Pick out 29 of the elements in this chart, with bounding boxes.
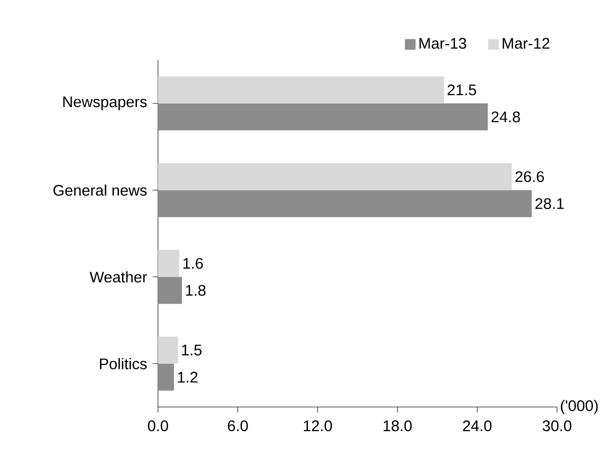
bar (158, 364, 174, 391)
x-axis-title: ('000) (560, 400, 598, 414)
y-tick-label: Weather (90, 271, 148, 283)
bar (158, 163, 512, 190)
bar (158, 250, 180, 277)
x-tick-label: 6.0 (228, 420, 248, 432)
x-tick-label: 0.0 (148, 420, 168, 432)
data-label: 21.5 (448, 84, 476, 96)
data-label: 1.8 (186, 284, 206, 296)
y-tick-label: General news (53, 184, 147, 196)
x-tick-label: 12.0 (304, 420, 332, 432)
bar (158, 76, 444, 104)
bar (158, 190, 532, 218)
data-label: 26.6 (515, 171, 544, 182)
y-tick-label: Politics (100, 358, 147, 370)
x-tick-label: 24.0 (463, 420, 492, 432)
data-label: 28.1 (535, 198, 564, 210)
legend-label: Mar-13 (420, 38, 466, 49)
bar (158, 336, 178, 364)
y-tick-label: Newspapers (63, 96, 147, 110)
legend-label: Mar-12 (502, 38, 550, 49)
data-label: 1.6 (183, 258, 203, 269)
bar (158, 276, 182, 304)
x-tick-label: 18.0 (384, 420, 412, 432)
data-label: 24.8 (492, 111, 520, 122)
x-tick-label: 30.0 (542, 420, 572, 432)
bar (158, 103, 488, 130)
data-label: 1.2 (178, 372, 198, 382)
data-label: 1.5 (182, 344, 202, 356)
